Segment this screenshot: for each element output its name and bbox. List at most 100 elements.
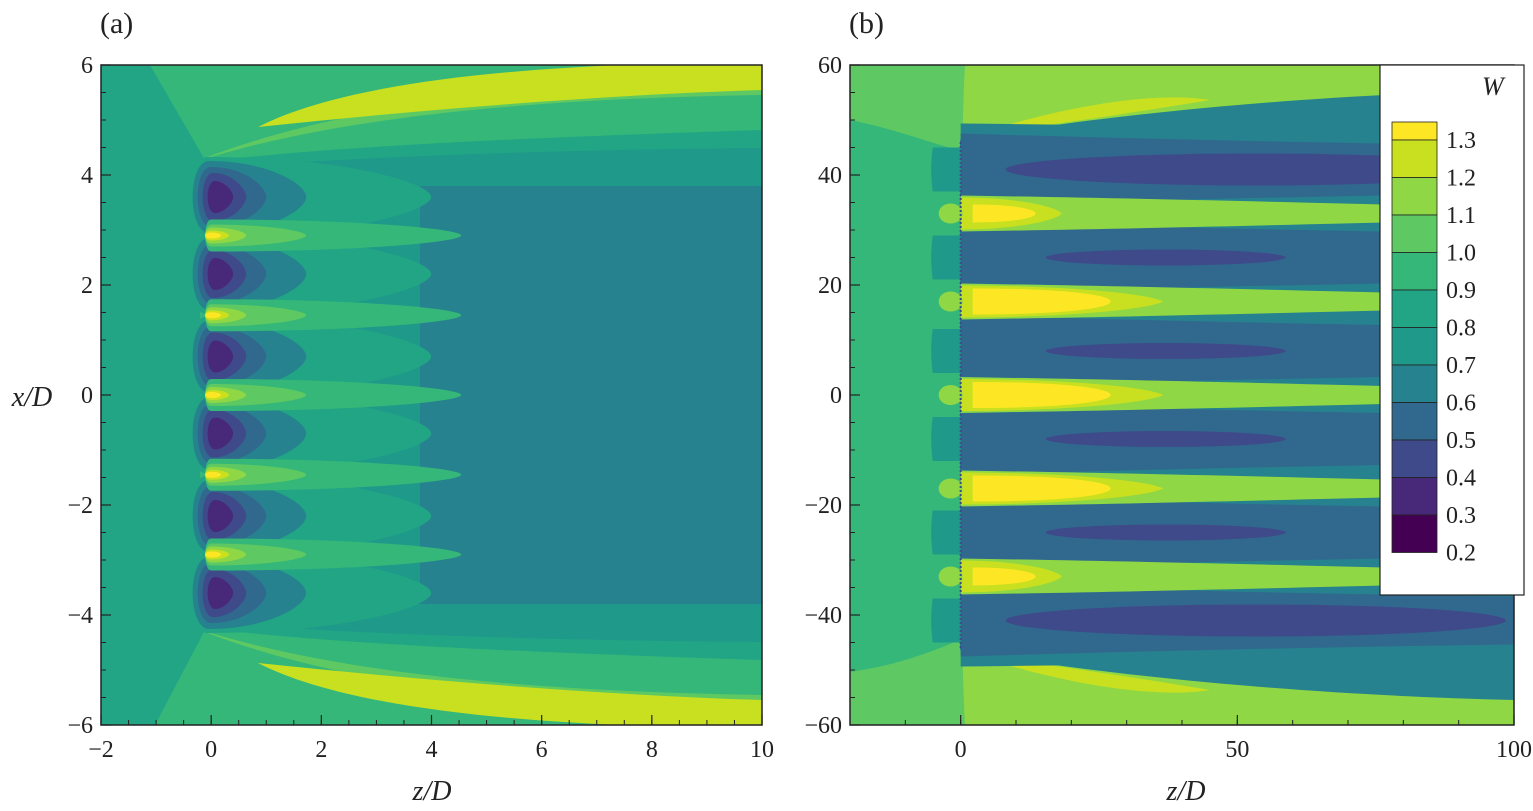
wake-contour <box>207 417 234 450</box>
y-tick-label: −2 <box>67 493 93 519</box>
y-tick-label: 0 <box>830 383 842 409</box>
colorbar-label: 1.0 <box>1446 241 1476 267</box>
x-tick-label: −2 <box>88 737 114 763</box>
colorbar-label: 0.8 <box>1446 316 1476 342</box>
contour-lobe-bottom <box>258 663 762 725</box>
induction-contour <box>938 478 963 499</box>
colorbar-label: 0.7 <box>1446 353 1476 379</box>
wake-core <box>1045 524 1286 541</box>
colorbar-label: 0.5 <box>1446 428 1476 454</box>
induction-contour <box>938 203 963 224</box>
x-tick-label: 100 <box>1496 737 1532 763</box>
panel-a-xlabel: z/D <box>412 776 452 807</box>
y-tick-label: −6 <box>67 713 93 739</box>
jet-contour <box>205 312 222 319</box>
jet-core <box>972 288 1111 315</box>
y-tick-label: 6 <box>81 53 93 79</box>
wake-contour <box>207 500 234 532</box>
jet-contour <box>205 232 222 239</box>
colorbar-swatch <box>1391 402 1438 441</box>
y-tick-label: 0 <box>81 383 93 409</box>
y-tick-label: 60 <box>818 53 842 79</box>
induction-contour <box>931 147 961 192</box>
colorbar-swatch <box>1391 327 1438 366</box>
y-tick-label: 4 <box>81 163 93 189</box>
wake-contour <box>207 577 234 609</box>
jet-contour <box>960 195 1514 232</box>
induction-contour <box>931 329 961 373</box>
colorbar-swatches: 1.3 1.2 1.1 1.0 0.9 0.8 0.7 0.6 0.5 0.4 0.3 0.2 <box>1391 121 1476 567</box>
x-tick-label: 0 <box>205 737 217 763</box>
x-tick-label: 50 <box>1225 737 1249 763</box>
panel-b-contours <box>850 65 1514 725</box>
colorbar-swatch <box>1391 177 1438 216</box>
panel-b-wakes <box>931 123 1514 667</box>
panel-b: (b) 0 50 100 −60 −40 −20 0 20 40 60 z/D <box>804 7 1532 807</box>
contour-upstream <box>101 65 205 725</box>
y-tick-label: 40 <box>818 163 842 189</box>
colorbar-swatch <box>1391 477 1438 516</box>
induction-contour <box>931 598 961 643</box>
colorbar-label: 0.3 <box>1446 503 1476 529</box>
x-tick-label: 6 <box>536 737 548 763</box>
induction-contour <box>938 385 963 405</box>
jet-core <box>972 475 1111 502</box>
panel-a-ticks: −2 0 2 4 6 8 10 −6 −4 −2 0 2 4 6 <box>67 53 774 763</box>
panel-a-ylabel: x/D <box>11 382 52 413</box>
colorbar-label: 0.9 <box>1446 278 1476 304</box>
panel-b-label: (b) <box>849 7 884 40</box>
colorbar-label: 0.6 <box>1446 391 1476 417</box>
contour-lobe-top <box>258 65 762 127</box>
colorbar-label: 1.3 <box>1446 128 1476 154</box>
colorbar-label: 0.4 <box>1446 466 1476 492</box>
colorbar-swatch <box>1391 439 1438 478</box>
x-tick-label: 8 <box>646 737 658 763</box>
jet-contour <box>205 392 222 398</box>
panel-a: (a) −2 0 2 4 6 8 10 −6 −4 −2 0 2 4 6 z/D x/D <box>11 7 774 807</box>
induction-contour <box>931 417 961 461</box>
colorbar-swatch <box>1391 252 1438 291</box>
colorbar-swatch <box>1391 364 1438 403</box>
panel-a-wakes <box>187 157 462 633</box>
wake-contour <box>207 340 234 373</box>
y-tick-label: −40 <box>804 603 842 629</box>
contour-far-wake <box>420 186 762 604</box>
induction-contour <box>931 235 961 280</box>
y-tick-label: −20 <box>804 493 842 519</box>
colorbar-label: 1.2 <box>1446 166 1476 192</box>
colorbar: W 1.3 1.2 1.1 1.0 0.9 0.8 0.7 0.6 0.5 0.4 0.3 0.2 <box>1379 64 1525 596</box>
induction-contour <box>938 566 963 587</box>
jet-core <box>972 567 1036 586</box>
y-tick-label: 2 <box>81 273 93 299</box>
wake-core <box>1045 343 1286 359</box>
jet-contour <box>960 558 1514 595</box>
colorbar-swatch <box>1391 139 1438 178</box>
jet-core <box>972 204 1036 223</box>
colorbar-label: 1.1 <box>1446 203 1476 229</box>
colorbar-swatch <box>1391 121 1438 141</box>
colorbar-title: W <box>1482 72 1506 101</box>
panel-b-ticks: 0 50 100 −60 −40 −20 0 20 40 60 <box>804 53 1532 763</box>
x-tick-label: 0 <box>955 737 967 763</box>
y-tick-label: −60 <box>804 713 842 739</box>
jet-contour <box>205 471 222 478</box>
induction-contour <box>938 291 963 312</box>
wake-contour <box>207 258 234 290</box>
jet-core <box>972 382 1111 408</box>
colorbar-swatch <box>1391 289 1438 328</box>
y-tick-label: −4 <box>67 603 93 629</box>
wake-contour <box>207 181 234 213</box>
wake-core <box>1045 249 1286 266</box>
jet-contour <box>205 551 222 558</box>
x-tick-label: 2 <box>315 737 327 763</box>
induction-contour <box>931 510 961 555</box>
x-tick-label: 4 <box>426 737 438 763</box>
panel-a-label: (a) <box>100 7 133 40</box>
colorbar-label: 0.2 <box>1446 541 1476 567</box>
panel-b-xlabel: z/D <box>1166 776 1206 807</box>
x-tick-label: 10 <box>750 737 774 763</box>
wake-core <box>1005 604 1506 637</box>
y-tick-label: 20 <box>818 273 842 299</box>
colorbar-swatch <box>1391 514 1438 553</box>
